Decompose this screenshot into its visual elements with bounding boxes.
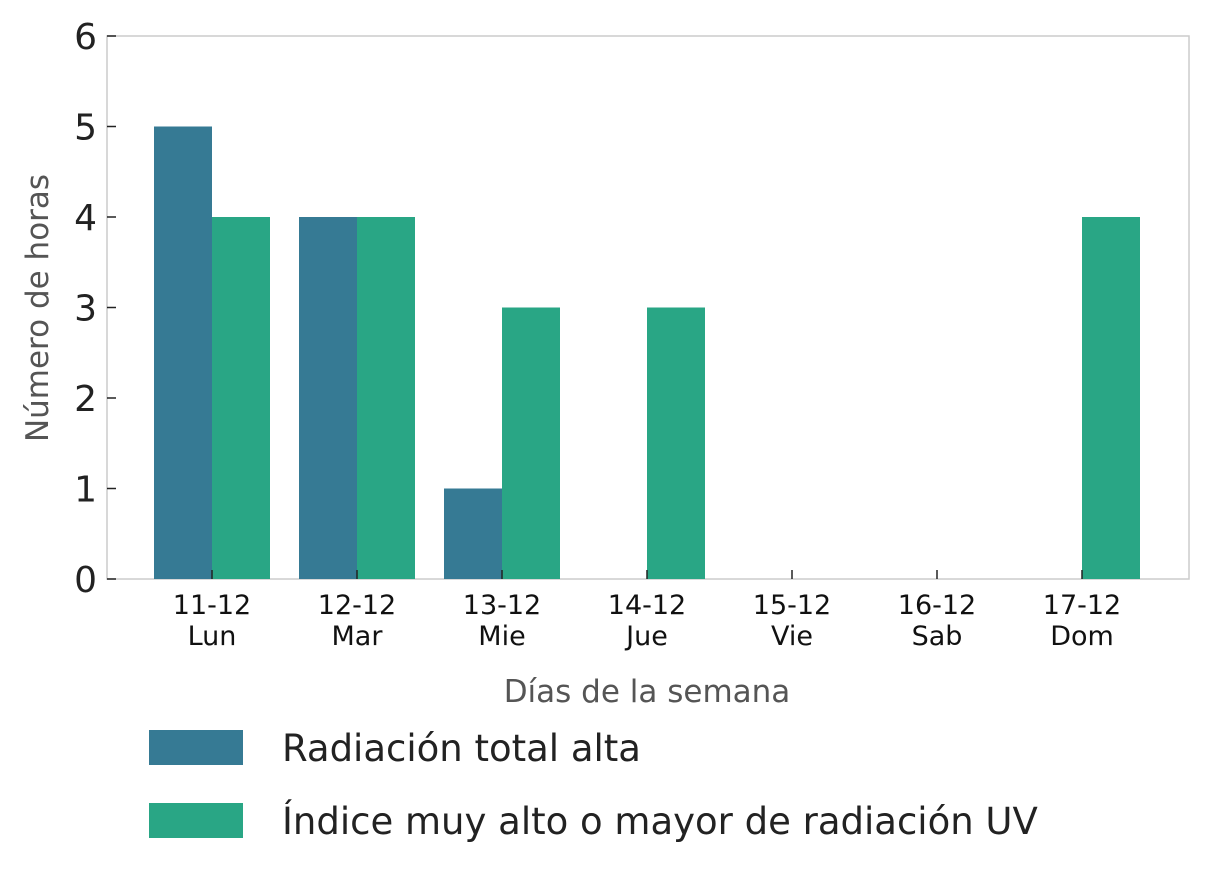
bar-indice-uv-1 bbox=[212, 217, 270, 579]
bar-indice-uv-4 bbox=[647, 307, 705, 579]
y-axis-label: Número de horas bbox=[20, 174, 56, 442]
y-axis: 0 1 2 3 4 5 6 bbox=[74, 17, 116, 601]
bar-indice-uv-3 bbox=[502, 307, 560, 579]
x-tick-label: Dom bbox=[1050, 621, 1114, 652]
x-tick-label: Mar bbox=[332, 621, 384, 652]
x-tick-label: 17-12 bbox=[1043, 590, 1121, 621]
y-tick-label: 2 bbox=[74, 379, 97, 420]
y-tick-label: 0 bbox=[74, 560, 97, 601]
x-tick-label: 14-12 bbox=[608, 590, 686, 621]
x-axis-label: Días de la semana bbox=[504, 674, 791, 710]
x-tick-label: 12-12 bbox=[318, 590, 396, 621]
legend: Radiación total alta Índice muy alto o ma… bbox=[149, 727, 1038, 843]
x-tick-label: 15-12 bbox=[753, 590, 831, 621]
bar-radiacion-total-3 bbox=[444, 488, 502, 579]
bars-group bbox=[154, 126, 1140, 579]
bar-radiacion-total-2 bbox=[299, 217, 357, 579]
y-tick-label: 3 bbox=[74, 289, 97, 330]
x-tick-label: 13-12 bbox=[463, 590, 541, 621]
legend-label: Índice muy alto o mayor de radiación UV bbox=[282, 799, 1038, 843]
y-tick-label: 1 bbox=[74, 470, 97, 511]
legend-label: Radiación total alta bbox=[282, 727, 641, 770]
y-tick-label: 4 bbox=[74, 198, 97, 239]
x-tick-label: 16-12 bbox=[898, 590, 976, 621]
x-tick-label: Mie bbox=[478, 621, 525, 652]
bar-indice-uv-7 bbox=[1082, 217, 1140, 579]
y-tick-label: 6 bbox=[74, 17, 97, 58]
x-tick-label: 11-12 bbox=[173, 590, 251, 621]
y-tick-label: 5 bbox=[74, 108, 97, 149]
bar-radiacion-total-1 bbox=[154, 126, 212, 579]
legend-swatch bbox=[149, 730, 243, 765]
legend-swatch bbox=[149, 803, 243, 838]
x-tick-label: Jue bbox=[624, 621, 668, 652]
x-tick-label: Sab bbox=[912, 621, 963, 652]
x-tick-label: Vie bbox=[771, 621, 813, 652]
bar-indice-uv-2 bbox=[357, 217, 415, 579]
x-tick-label: Lun bbox=[188, 621, 237, 652]
